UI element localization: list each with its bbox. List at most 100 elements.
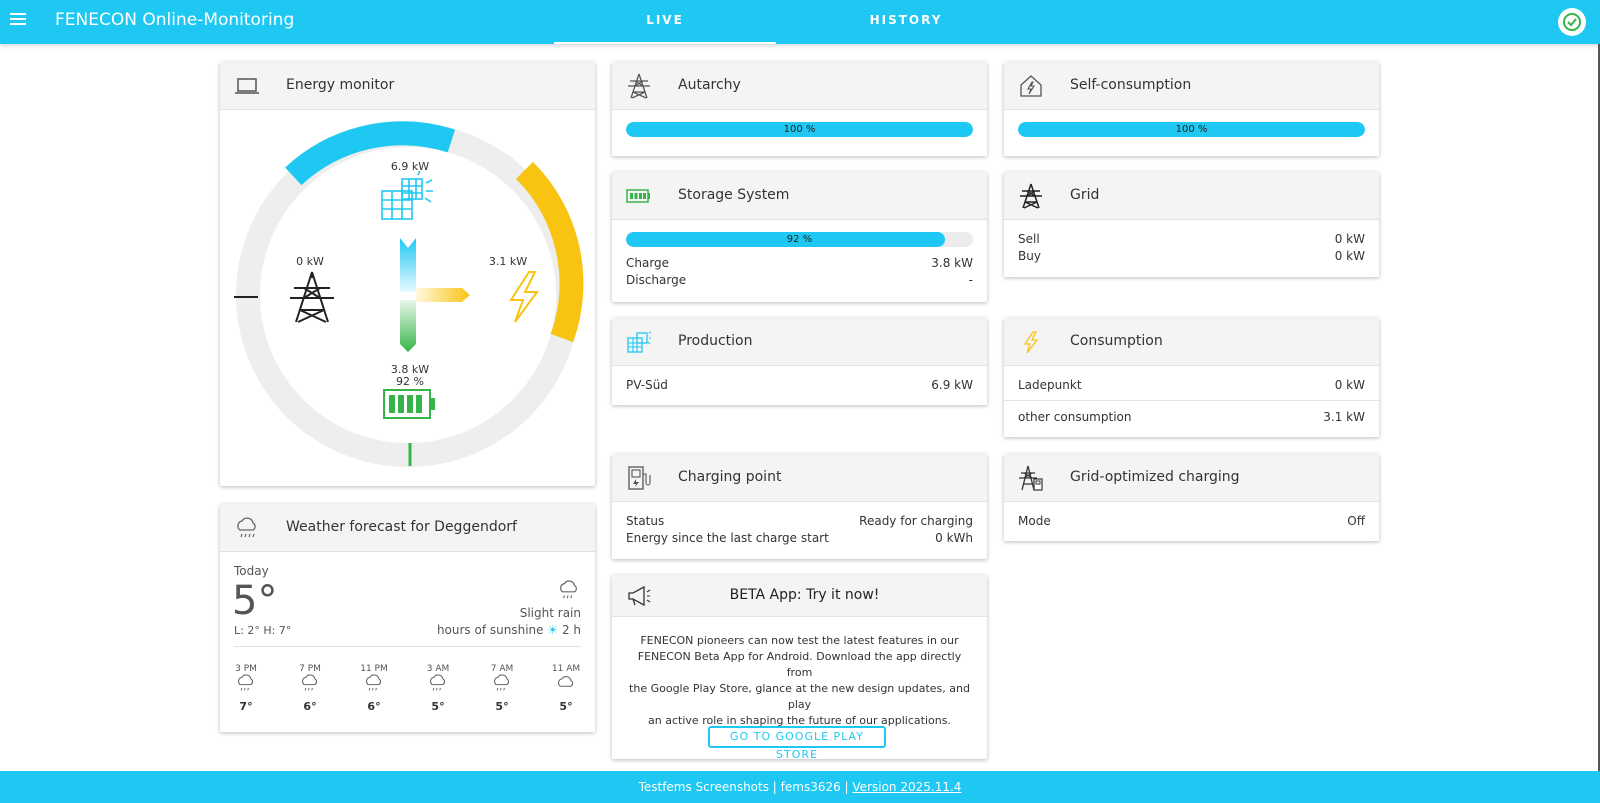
forecast-slot: 11 PM 6° (360, 664, 388, 713)
autarchy-title: Autarchy (678, 77, 741, 93)
tab-history[interactable]: HISTORY (869, 13, 943, 27)
beta-app-card[interactable]: BETA App: Try it now! FENECON pioneers c… (612, 575, 987, 759)
beta-description: FENECON pioneers can now test the latest… (629, 634, 970, 727)
forecast-slot: 3 PM 7° (235, 664, 257, 713)
forecast-slot: 11 AM 5° (551, 664, 581, 713)
charging-point-card[interactable]: Charging point Status Ready for charging… (612, 454, 987, 559)
low-high: L: 2° H: 7° (234, 624, 292, 637)
rain-cloud-icon (560, 580, 577, 599)
app-title: FENECON Online-Monitoring (55, 10, 295, 30)
forecast-slot: 7 AM 5° (490, 664, 514, 713)
sell-row: Sell 0 kW (1018, 232, 1365, 246)
energy-label: Energy since the last charge start (626, 531, 829, 545)
grid-pylon-icon (628, 73, 650, 99)
status-row: Status Ready for charging (626, 514, 973, 528)
storage-soc-fill (626, 232, 946, 247)
charging-point-title: Charging point (678, 469, 782, 485)
grid-pylon-icon (290, 271, 334, 323)
beta-title: BETA App: Try it now! (729, 587, 880, 603)
self-consumption-bar-fill (1018, 122, 1365, 137)
storage-soc-bar: 92 % (626, 232, 973, 247)
buy-row: Buy 0 kW (1018, 249, 1365, 263)
pv-row: PV-Süd 6.9 kW (626, 378, 973, 392)
grid-optimized-card[interactable]: Grid-optimized charging Mode Off (1004, 454, 1379, 541)
buy-value: 0 kW (1334, 249, 1365, 263)
weather-condition: Slight rain (519, 606, 581, 620)
rain-cloud-icon (238, 674, 254, 691)
status-value: Ready for charging (859, 514, 973, 528)
discharge-label: Discharge (626, 273, 687, 287)
forecast-slot: 7 PM 6° (299, 664, 321, 713)
status-label: Status (626, 514, 665, 528)
grid-title: Grid (1070, 187, 1100, 203)
sell-label: Sell (1018, 232, 1040, 246)
sunshine-label: hours of sunshine (436, 623, 544, 637)
autarchy-card[interactable]: Autarchy 100 % (612, 62, 987, 156)
laptop-icon (235, 78, 259, 94)
mode-value: Off (1347, 514, 1365, 528)
rain-cloud-icon (237, 517, 256, 538)
sell-value: 0 kW (1334, 232, 1365, 246)
grid-optimized-title: Grid-optimized charging (1070, 469, 1240, 485)
check-circle-icon[interactable] (1558, 8, 1586, 36)
storage-soc-value: 92 % (786, 234, 813, 245)
sun-icon: ☀ (547, 623, 559, 637)
ladepunkt-label: Ladepunkt (1018, 378, 1082, 392)
production-power: 6.9 kW (391, 160, 429, 173)
storage-title: Storage System (678, 187, 790, 203)
production-title: Production (678, 333, 753, 349)
weather-divider (234, 646, 581, 647)
sunshine-value: 2 h (561, 623, 581, 637)
consumption-card[interactable]: Consumption Ladepunkt 0 kW other consump… (1004, 318, 1379, 437)
battery-icon (626, 189, 650, 203)
version-link[interactable]: Version 2025.11.4 (852, 780, 962, 794)
weather-title: Weather forecast for Deggendorf (286, 519, 517, 535)
megaphone-icon (628, 585, 651, 607)
charge-label: Charge (626, 256, 670, 270)
rain-cloud-icon (366, 674, 382, 691)
hourly-forecast: 3 PM 7° 7 PM 6° 11 PM 6° 3 AM 5° 7 AM 5°… (220, 664, 595, 724)
consumption-power: 3.1 kW (489, 255, 527, 268)
discharge-row: Discharge - (626, 273, 973, 287)
google-play-button[interactable]: GO TO GOOGLE PLAY STORE (708, 726, 886, 759)
rain-cloud-icon (430, 674, 446, 691)
rain-cloud-icon (302, 674, 318, 691)
current-temp: 5° (232, 578, 278, 624)
other-consumption-row: other consumption 3.1 kW (1018, 410, 1365, 424)
today-label: Today (234, 564, 269, 578)
production-card[interactable]: Production PV-Süd 6.9 kW (612, 318, 987, 405)
pv-value: 6.9 kW (931, 378, 973, 392)
mode-row: Mode Off (1018, 514, 1365, 528)
weather-card[interactable]: Weather forecast for Deggendorf Today 5°… (220, 504, 595, 732)
battery-icon (383, 389, 435, 419)
autarchy-bar-fill (626, 122, 973, 137)
consumption-divider (1004, 400, 1379, 401)
rain-cloud-icon (494, 674, 510, 691)
self-consumption-bar: 100 % (1018, 122, 1365, 137)
charging-station-icon (628, 466, 651, 490)
scrollbar[interactable] (1598, 44, 1600, 771)
storage-card[interactable]: Storage System 92 % Charge 3.8 kW Discha… (612, 172, 987, 302)
grid-card[interactable]: Grid Sell 0 kW Buy 0 kW (1004, 172, 1379, 277)
house-lightning-icon (1020, 75, 1042, 97)
pv-label: PV-Süd (626, 378, 668, 392)
forecast-slot: 3 AM 5° (426, 664, 450, 713)
autarchy-bar: 100 % (626, 122, 973, 137)
buy-label: Buy (1018, 249, 1041, 263)
storage-power: 3.8 kW (391, 363, 429, 376)
footer-text: Testfems Screenshots | fems3626 | (638, 780, 853, 794)
solar-panel-icon (381, 170, 433, 220)
tab-live[interactable]: LIVE (554, 0, 776, 44)
lightning-icon (1023, 331, 1039, 354)
solar-panel-icon (627, 331, 652, 353)
self-consumption-card[interactable]: Self-consumption 100 % (1004, 62, 1379, 156)
mode-label: Mode (1018, 514, 1051, 528)
lightning-icon (509, 271, 539, 323)
menu-icon[interactable] (10, 13, 26, 27)
energy-flow-diagram: 6.9 kW 0 kW 3.1 kW 3.8 kW 92 % (234, 121, 584, 467)
other-consumption-label: other consumption (1018, 410, 1132, 424)
charge-row: Charge 3.8 kW (626, 256, 973, 270)
storage-soc: 92 % (396, 375, 424, 388)
energy-monitor-card[interactable]: Energy monitor (220, 62, 595, 486)
self-consumption-title: Self-consumption (1070, 77, 1192, 93)
